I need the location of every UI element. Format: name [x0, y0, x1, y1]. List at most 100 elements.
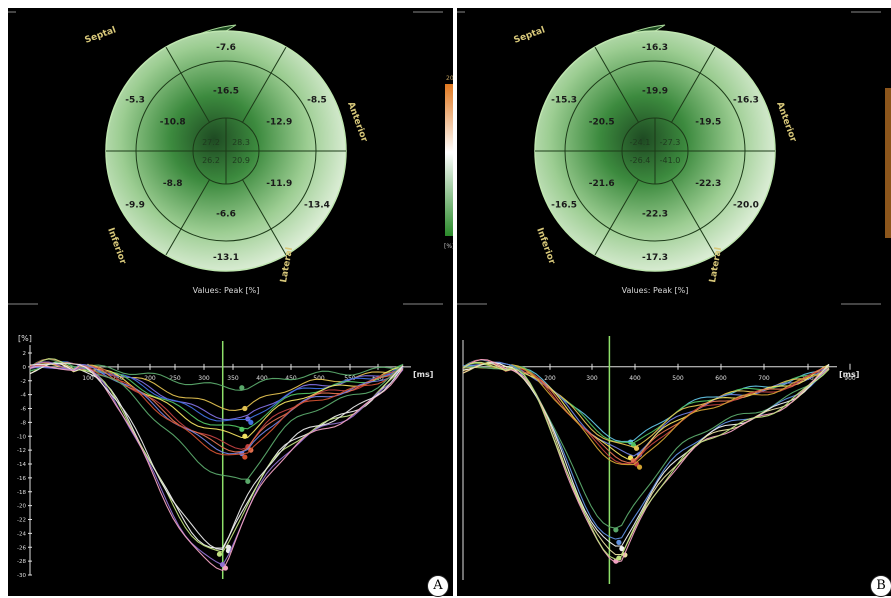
- peak-marker: [219, 561, 226, 568]
- x-axis-label: [ms]: [839, 370, 859, 379]
- strain-curve: [29, 364, 404, 572]
- peak-marker: [239, 385, 245, 391]
- strain-curve: [462, 358, 830, 564]
- y-tick-label: -12: [17, 448, 26, 454]
- segment-value-outer: -20.0: [733, 201, 759, 211]
- segment-value-apical: -27.3: [660, 138, 681, 147]
- x-tick-label: 900: [844, 375, 856, 382]
- y-tick-label: -20: [17, 504, 26, 510]
- y-tick-label: -10: [17, 434, 26, 440]
- y-axis-label: [%]: [18, 334, 32, 343]
- segment-value-mid: -16.5: [213, 87, 239, 97]
- segment-value-outer: -9.9: [125, 201, 145, 211]
- peak-marker: [242, 405, 248, 412]
- strain-curve: [29, 362, 404, 549]
- peak-marker: [633, 445, 640, 451]
- segment-value-outer: -7.6: [216, 43, 236, 53]
- strain-curve: [462, 362, 830, 464]
- segment-value-outer: -16.3: [642, 43, 668, 53]
- y-tick-label: -28: [17, 559, 26, 565]
- peak-marker: [636, 464, 643, 470]
- segment-divider: [594, 46, 639, 123]
- x-tick-label: 200: [544, 375, 556, 382]
- segment-value-mid: -22.3: [695, 179, 721, 189]
- segment-value-apical: 20.9: [232, 156, 250, 165]
- x-tick-label: 450: [285, 375, 297, 382]
- peak-marker: [616, 539, 622, 545]
- peak-marker: [616, 555, 622, 561]
- segment-value-apical: -41.0: [660, 156, 681, 165]
- ring-label-inferior: Inferior: [534, 227, 557, 267]
- peak-marker: [619, 546, 625, 552]
- peak-marker: [248, 419, 254, 425]
- segment-value-mid: -12.9: [266, 117, 292, 127]
- segment-value-mid: -20.5: [589, 117, 615, 127]
- scale-label-bottom: [%]: [444, 243, 453, 250]
- strain-curve: [29, 358, 404, 553]
- x-tick-label: 350: [227, 375, 239, 382]
- segment-value-mid: -19.9: [642, 87, 668, 97]
- strain-curve: [462, 362, 830, 466]
- segment-value-mid: -11.9: [266, 179, 292, 189]
- segment-divider: [671, 179, 716, 256]
- y-tick-label: -8: [21, 420, 27, 426]
- x-tick-label: 100: [82, 375, 94, 382]
- x-tick-label: 400: [629, 375, 641, 382]
- peak-marker: [216, 551, 223, 557]
- segment-value-apical: -26.4: [630, 156, 651, 165]
- y-tick-label: -30: [17, 573, 26, 579]
- segment-divider: [671, 46, 716, 123]
- y-tick-label: -26: [17, 545, 26, 551]
- y-tick-label: -22: [17, 518, 26, 524]
- segment-value-mid: -21.6: [589, 179, 615, 189]
- y-tick-label: -18: [17, 490, 26, 496]
- segment-value-outer: -13.1: [213, 253, 239, 263]
- x-tick-label: 600: [715, 375, 727, 382]
- y-tick-label: -16: [17, 476, 26, 482]
- y-tick-label: -2: [21, 379, 26, 385]
- ring-label-anterior: Anterior: [774, 101, 798, 144]
- x-tick-label: 300: [586, 375, 598, 382]
- strain-curve: [29, 364, 404, 455]
- segment-divider: [165, 46, 210, 123]
- peak-marker: [225, 544, 232, 550]
- segment-value-outer: -16.3: [733, 96, 759, 106]
- panel-b-canvas: -16.3 -16.3 -20.0 -17.3 -16.5 -15.3 -19.9 -19.5…: [457, 11, 891, 584]
- y-tick-label: -4: [21, 393, 27, 399]
- strain-curve: [462, 358, 830, 465]
- strain-curve: [462, 361, 830, 560]
- x-tick-label: 200: [144, 375, 156, 382]
- scale-label-top: 20: [446, 75, 453, 82]
- peak-marker: [242, 433, 248, 439]
- y-tick-label: -14: [17, 462, 26, 468]
- peak-marker: [245, 478, 251, 484]
- segment-divider: [165, 179, 210, 256]
- strain-curve: [462, 362, 830, 556]
- segment-value-outer: -8.5: [307, 96, 327, 106]
- peak-marker: [613, 527, 619, 533]
- x-tick-label: 150: [112, 375, 124, 382]
- y-tick-label: 2: [23, 351, 27, 357]
- segment-value-mid: -19.5: [695, 117, 721, 127]
- color-scale-bar: [445, 84, 453, 236]
- segment-value-outer: -17.3: [642, 253, 668, 263]
- segment-value-outer: -5.3: [125, 96, 145, 106]
- panel-a-canvas: -7.6 -8.5 -13.4 -13.1 -9.9 -5.3 -16.5 -12.9 -11.…: [8, 11, 453, 579]
- segment-value-apical: 27.2: [202, 138, 220, 147]
- panel-a-badge: A: [427, 575, 449, 597]
- peak-marker: [242, 454, 248, 460]
- y-tick-label: 0: [23, 365, 27, 371]
- x-tick-label: 550: [344, 375, 356, 382]
- segment-divider: [594, 179, 639, 256]
- panel-a: -7.6 -8.5 -13.4 -13.1 -9.9 -5.3 -16.5 -12.9 -11.…: [8, 8, 453, 596]
- segment-value-apical: 26.2: [202, 156, 220, 165]
- x-tick-label: 300: [198, 375, 210, 382]
- x-tick-label: 400: [256, 375, 268, 382]
- strain-curve: [29, 361, 404, 456]
- peak-marker: [239, 426, 245, 432]
- segment-value-outer: -15.3: [551, 96, 577, 106]
- segment-value-mid: -8.8: [163, 179, 183, 189]
- x-tick-label: 500: [313, 375, 325, 382]
- segment-value-apical: -24.1: [630, 138, 651, 147]
- x-tick-label: 700: [758, 375, 770, 382]
